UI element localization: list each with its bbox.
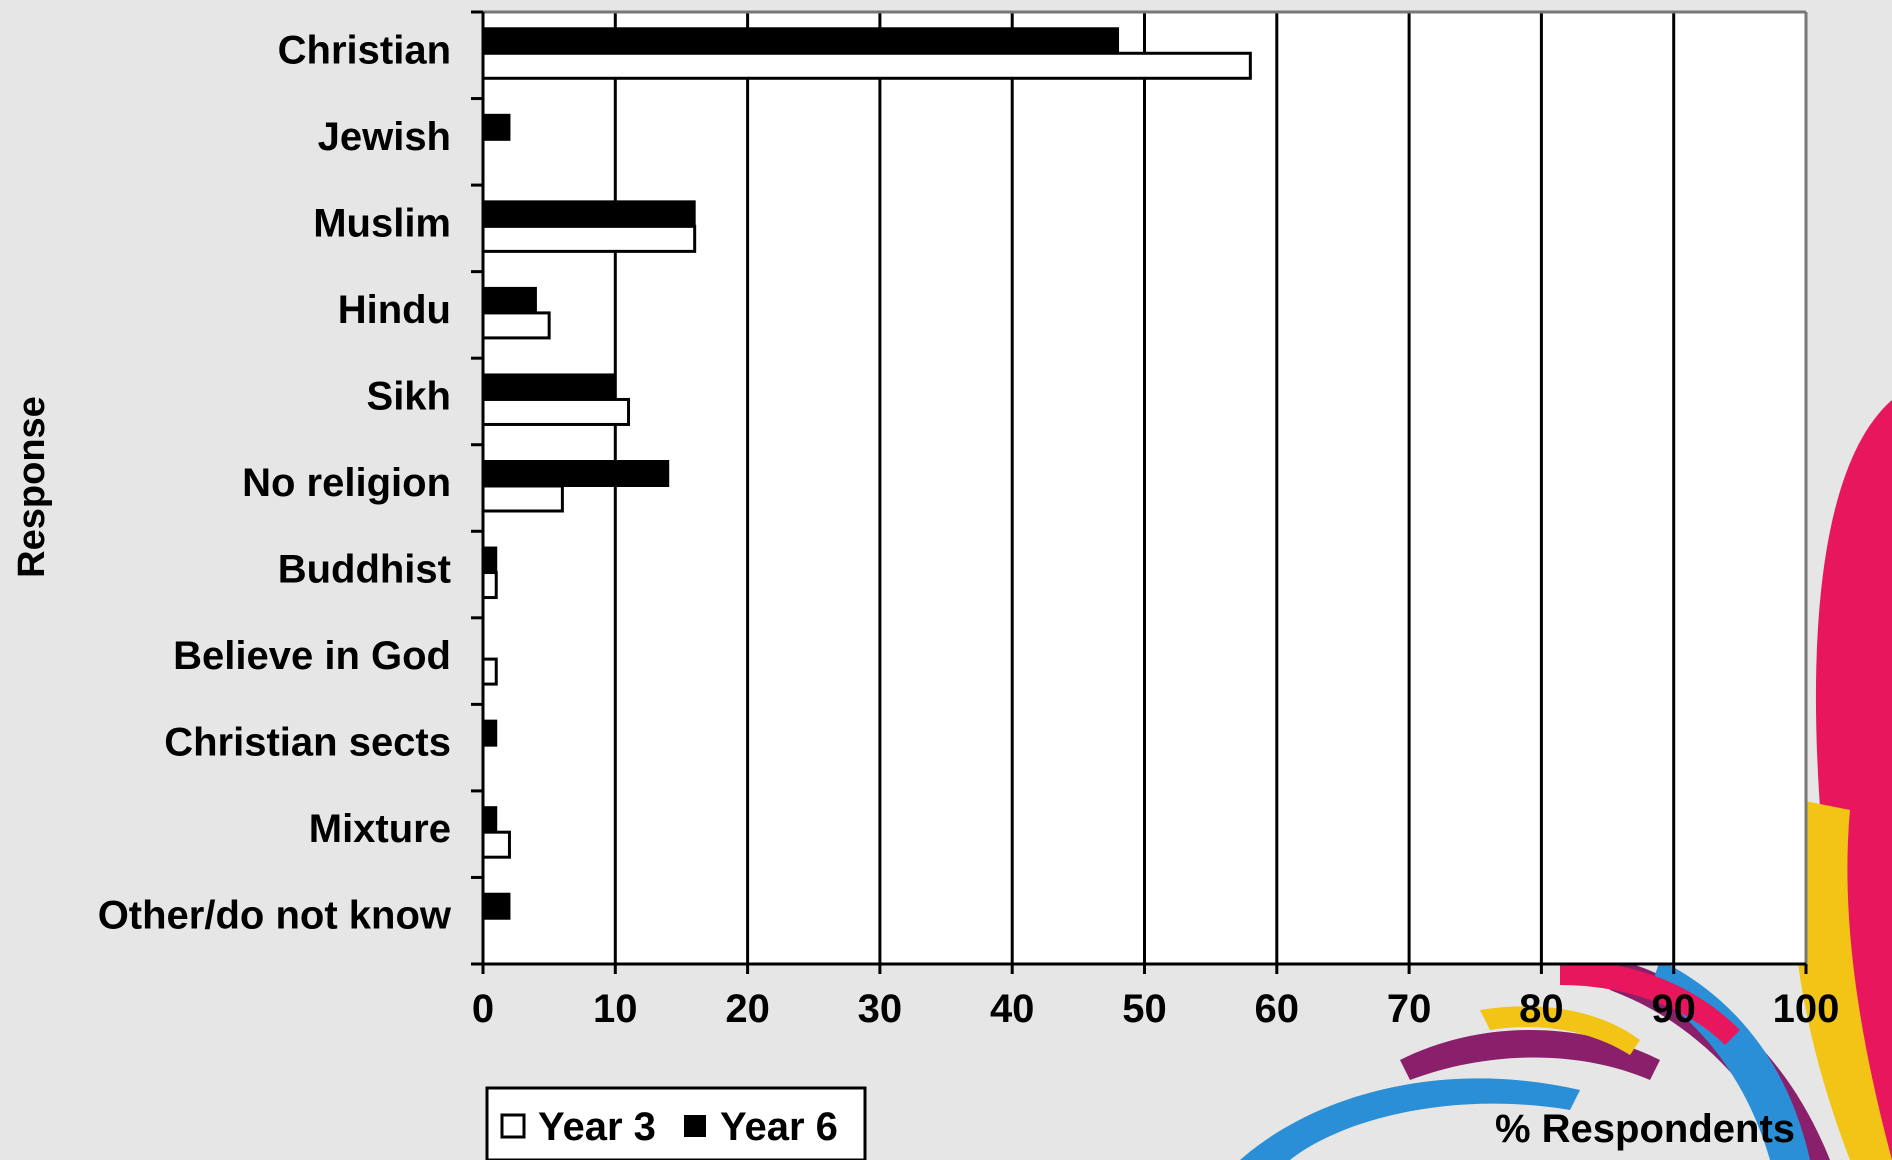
tick-labels: 0 10 20 30 40 50 60 70 80 90 100 Christian Jewish Mus… — [98, 28, 1840, 1031]
bar-year6 — [482, 113, 511, 141]
bar-year3 — [481, 51, 1252, 80]
bar-year6 — [482, 546, 498, 574]
gridlines — [613, 12, 1808, 964]
bars — [481, 27, 1252, 920]
y-category-label: Believe in God — [173, 634, 451, 678]
y-category-label: Hindu — [338, 288, 451, 332]
x-axis-label: % Respondents — [1495, 1107, 1795, 1151]
y-category-label: No religion — [242, 461, 451, 505]
bar-year6 — [482, 286, 537, 314]
x-tick-label: 30 — [858, 987, 903, 1031]
bar-year6 — [482, 806, 498, 834]
bar-year6 — [482, 373, 617, 401]
legend-label-year6: Year 6 — [720, 1105, 838, 1149]
bar-year6 — [482, 200, 696, 228]
x-tick-label: 80 — [1519, 987, 1564, 1031]
y-category-label: Christian — [278, 28, 451, 72]
y-axis-label: Response — [11, 396, 53, 578]
bar-year6 — [482, 719, 498, 747]
x-tick-label: 70 — [1387, 987, 1432, 1031]
x-tick-label: 0 — [472, 987, 494, 1031]
axes — [471, 10, 1808, 974]
legend-swatch-year6 — [684, 1115, 706, 1137]
y-category-label: Christian sects — [164, 721, 451, 765]
x-tick-label: 20 — [725, 987, 770, 1031]
decorative-swoosh-graphic — [1240, 400, 1892, 1160]
x-tick-label: 50 — [1122, 987, 1167, 1031]
bar-year3 — [481, 657, 498, 686]
legend-swatch-year3 — [500, 1113, 526, 1139]
y-category-label: Other/do not know — [98, 894, 452, 938]
y-category-label: Buddhist — [278, 548, 451, 592]
x-tick-label: 40 — [990, 987, 1035, 1031]
bar-year3 — [481, 397, 631, 426]
bar-year3 — [481, 571, 498, 600]
y-category-label: Jewish — [318, 115, 451, 159]
y-category-label: Mixture — [309, 807, 451, 851]
bar-year3 — [481, 484, 564, 513]
x-tick-label: 90 — [1651, 987, 1696, 1031]
x-tick-label: 60 — [1255, 987, 1300, 1031]
bar-year3 — [481, 224, 697, 253]
legend-box — [485, 1086, 867, 1160]
y-category-label: Muslim — [313, 201, 451, 245]
bar-year3 — [481, 830, 511, 859]
y-category-label: Sikh — [367, 374, 451, 418]
x-tick-label: 10 — [593, 987, 638, 1031]
legend-label-year3: Year 3 — [538, 1105, 656, 1149]
bar-year3 — [481, 311, 551, 340]
x-tick-label: 100 — [1773, 987, 1840, 1031]
bar-year6 — [482, 892, 511, 920]
bar-year6 — [482, 27, 1120, 55]
bar-year6 — [482, 460, 670, 487]
legend: Year 3 Year 6 — [485, 1086, 867, 1160]
